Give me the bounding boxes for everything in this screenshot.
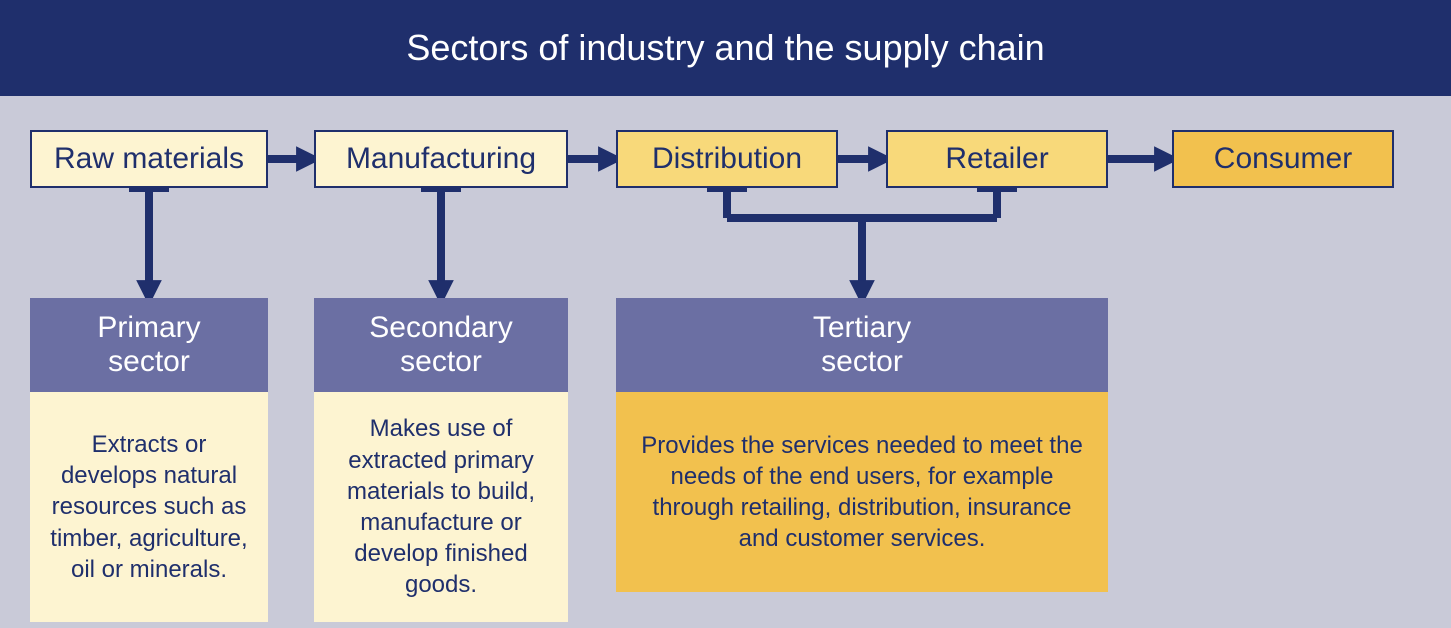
chain-box-retailer: Retailer: [886, 130, 1108, 188]
chain-box-consumer: Consumer: [1172, 130, 1394, 188]
sector-header: Secondary sector: [314, 298, 568, 392]
chain-box-raw-materials: Raw materials: [30, 130, 268, 188]
diagram-canvas: Raw materials Manufacturing Distribution Re…: [0, 96, 1451, 628]
sector-box-secondary: Secondary sectorMakes use of extracted p…: [314, 298, 568, 622]
chain-box-distribution: Distribution: [616, 130, 838, 188]
chain-label: Manufacturing: [346, 142, 536, 176]
chain-label: Consumer: [1214, 142, 1352, 176]
chain-label: Retailer: [945, 142, 1048, 176]
sector-body: Makes use of extracted primary materials…: [314, 392, 568, 622]
chain-box-manufacturing: Manufacturing: [314, 130, 568, 188]
sector-header: Tertiary sector: [616, 298, 1108, 392]
title-bar: Sectors of industry and the supply chain: [0, 0, 1451, 96]
sector-box-tertiary: Tertiary sectorProvides the services nee…: [616, 298, 1108, 592]
page-title: Sectors of industry and the supply chain: [406, 27, 1044, 68]
chain-label: Distribution: [652, 142, 802, 176]
sector-body: Provides the services needed to meet the…: [616, 392, 1108, 592]
sector-box-primary: Primary sectorExtracts or develops natur…: [30, 298, 268, 622]
chain-label: Raw materials: [54, 142, 244, 176]
sector-header: Primary sector: [30, 298, 268, 392]
sector-body: Extracts or develops natural resources s…: [30, 392, 268, 622]
